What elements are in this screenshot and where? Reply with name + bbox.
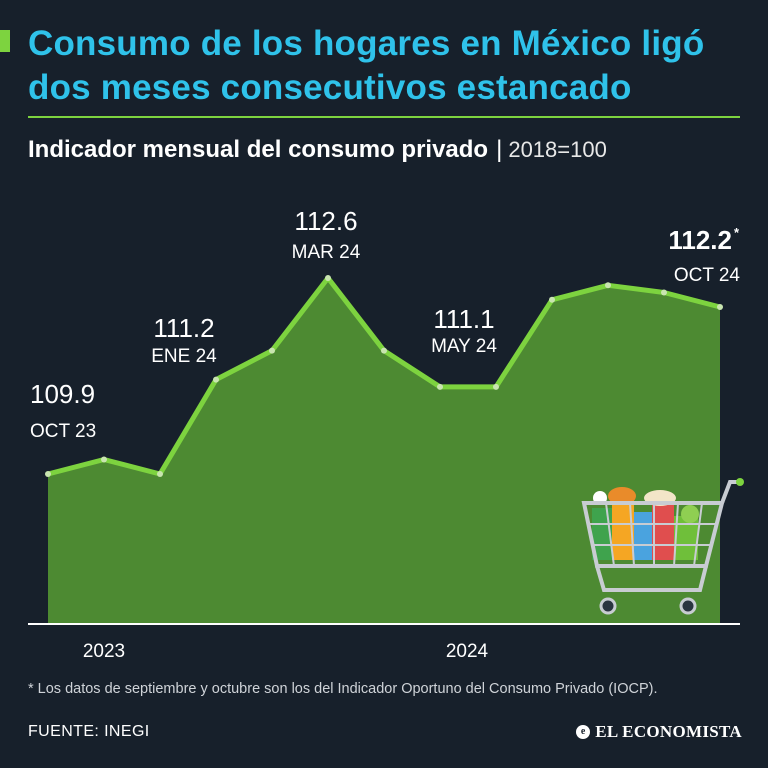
subtitle-separator: | [496,136,503,163]
annotation-date: ENE 24 [151,346,217,367]
data-point-dic-23 [157,471,163,477]
annotation-oct-24: 112.2 * OCT 24 [668,225,740,286]
data-point-jul-24 [549,296,555,303]
data-point-mar-24 [325,275,331,281]
data-point-oct-24 [717,304,723,311]
data-point-nov-23 [101,456,107,463]
subtitle-main: Indicador mensual del consumo privado [28,136,489,163]
data-point-may-24 [437,383,443,390]
annotation-value: 111.1 [433,304,494,334]
data-point-sep-24 [661,289,667,296]
annotation-date: MAR 24 [292,242,361,263]
annotation-value: 112.2 [668,225,732,255]
year-label-2024: 2024 [446,641,489,662]
subtitle-base: 2018=100 [508,137,607,162]
area-fill [48,278,720,624]
chart-subtitle: Indicador mensual del consumo privado | 20… [28,136,607,164]
data-point-ago-24 [605,282,611,289]
data-point-abr-24 [381,347,387,354]
data-point-jun-24 [493,383,499,390]
page-title: Consumo de los hogares en México ligó do… [28,24,705,107]
annotation-ene-24: 111.2 ENE 24 [151,313,217,367]
brand-name: EL ECONOMISTA [595,722,742,741]
annotation-date: OCT 24 [674,265,741,286]
annotation-value: 112.6 [294,206,357,236]
annotation-date: MAY 24 [431,336,497,357]
brand-logo: e EL ECONOMISTA [576,722,742,742]
title-divider [28,116,740,118]
footnote: * Los datos de septiembre y octubre son … [28,681,658,697]
annotation-value: 109.9 [30,379,95,409]
shopping-cart-icon [581,478,744,615]
annotation-oct-23: 109.9 OCT 23 [30,379,96,442]
annotation-asterisk: * [734,225,740,240]
e-logo-icon: e [576,725,591,739]
year-label-2023: 2023 [83,641,125,662]
annotation-date: OCT 23 [30,421,96,442]
annotation-value: 111.2 [153,313,214,343]
data-point-feb-24 [269,347,275,354]
source-label: FUENTE: INEGI [28,723,150,740]
annotation-mar-24: 112.6 MAR 24 [292,206,361,263]
data-point-oct-23 [45,471,51,477]
data-point-ene-24 [213,376,219,383]
title-accent-bar [0,30,10,52]
